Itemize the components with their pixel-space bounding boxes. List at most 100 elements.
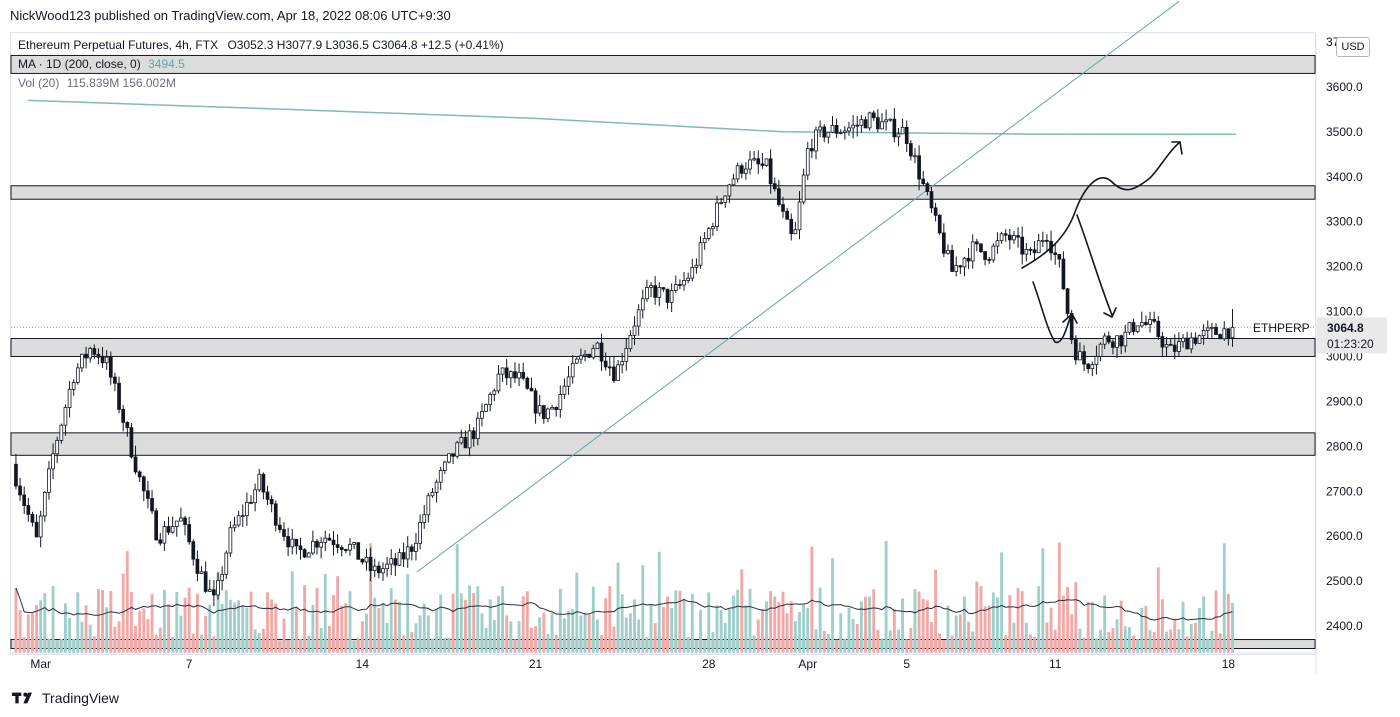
- candle-body: [1172, 344, 1177, 352]
- volume-bar: [1173, 619, 1177, 653]
- volume-bar: [138, 610, 142, 653]
- candle-body: [686, 277, 690, 281]
- volume-bar: [472, 593, 476, 653]
- volume-bar: [43, 593, 47, 653]
- candle-body: [451, 453, 455, 457]
- volume-bar: [608, 585, 612, 653]
- candle-body: [430, 492, 435, 497]
- candle-body: [933, 207, 938, 216]
- volume-bar: [971, 631, 975, 653]
- candle-body: [562, 385, 567, 395]
- volume-bar: [930, 621, 933, 653]
- volume-bar: [348, 591, 352, 653]
- candle-body: [612, 366, 616, 382]
- volume-bar: [187, 587, 191, 653]
- candle-body: [1111, 341, 1115, 348]
- candle-body: [389, 558, 394, 565]
- volume-bar: [789, 601, 793, 653]
- bullish-scenario-arrow: [1021, 141, 1181, 269]
- time-tick-label: 21: [529, 657, 543, 671]
- candle-body: [1115, 335, 1119, 348]
- candle-body: [96, 353, 101, 358]
- candle-body: [88, 348, 93, 359]
- legend-vol-values: 115.839M 156.002M: [66, 76, 176, 90]
- candle-body: [1036, 240, 1041, 254]
- volume-bar: [389, 588, 393, 653]
- candle-body: [739, 165, 744, 174]
- volume-bar: [567, 611, 571, 653]
- candle-body: [265, 491, 270, 500]
- candle-body: [876, 117, 880, 130]
- candle-body: [500, 367, 505, 375]
- volume-bar: [690, 593, 694, 653]
- candle-body: [1032, 249, 1037, 254]
- volume-bar: [661, 606, 665, 653]
- volume-bar: [1231, 602, 1234, 653]
- volume-bar: [1165, 631, 1168, 653]
- volume-bar: [831, 558, 834, 653]
- volume-bar: [637, 619, 641, 653]
- candle-body: [843, 130, 847, 133]
- volume-bar: [1107, 632, 1111, 653]
- candle-body: [232, 524, 237, 529]
- candle-body: [529, 387, 534, 392]
- candle-body: [1185, 337, 1190, 350]
- volume-bar: [538, 617, 542, 653]
- candle-body: [991, 245, 996, 261]
- volume-bar: [344, 603, 348, 653]
- volume-bar: [96, 589, 100, 653]
- volume-bar: [715, 605, 719, 653]
- volume-bar: [468, 585, 472, 653]
- volume-bar: [476, 586, 480, 653]
- volume-bar: [583, 613, 587, 653]
- candle-body: [84, 353, 88, 359]
- volume-bar: [261, 628, 265, 653]
- volume-bar: [1222, 543, 1226, 653]
- candle-body: [587, 353, 592, 358]
- candle-body: [1065, 288, 1070, 314]
- volume-bar: [200, 634, 203, 653]
- volume-bar: [464, 599, 467, 653]
- candle-body: [929, 191, 934, 209]
- volume-bar: [571, 609, 575, 653]
- candle-body: [673, 284, 678, 291]
- candle-body: [117, 382, 121, 410]
- volume-bar: [645, 637, 649, 653]
- candle-body: [867, 112, 872, 129]
- volume-bar: [1000, 552, 1004, 653]
- ma-200-line: [28, 99, 1236, 136]
- volume-bar: [509, 621, 513, 653]
- volume-bar: [1206, 639, 1210, 653]
- candle-body: [974, 241, 979, 245]
- volume-bar: [1210, 630, 1214, 653]
- volume-bar: [600, 635, 603, 653]
- footer-brand[interactable]: TradingView: [12, 690, 119, 706]
- candle-body: [1164, 344, 1169, 348]
- price-tick-label: 3600.0: [1326, 80, 1363, 94]
- publish-info: NickWood123 published on TradingView.com…: [10, 8, 451, 23]
- candle-body: [682, 280, 686, 286]
- volume-bar: [542, 612, 546, 653]
- volume-bar: [315, 587, 319, 653]
- candle-body: [913, 155, 917, 158]
- volume-bar: [377, 607, 381, 653]
- volume-bar: [719, 609, 723, 653]
- candle-body: [290, 538, 295, 548]
- volume-bar: [1181, 601, 1185, 653]
- volume-bar: [950, 635, 954, 653]
- candle-body: [760, 163, 765, 166]
- volume-bar: [1218, 633, 1222, 653]
- volume-bar: [1061, 595, 1065, 653]
- candle-body: [121, 408, 126, 423]
- candle-body: [661, 287, 666, 290]
- volume-bar: [769, 591, 773, 653]
- volume-bar: [806, 607, 810, 653]
- volume-bar: [406, 574, 410, 653]
- volume-bar: [686, 637, 690, 653]
- volume-bar: [1136, 639, 1140, 653]
- currency-button[interactable]: USD: [1336, 37, 1370, 57]
- candle-body: [162, 526, 167, 544]
- candle-body: [810, 148, 814, 152]
- candle-body: [1090, 364, 1095, 370]
